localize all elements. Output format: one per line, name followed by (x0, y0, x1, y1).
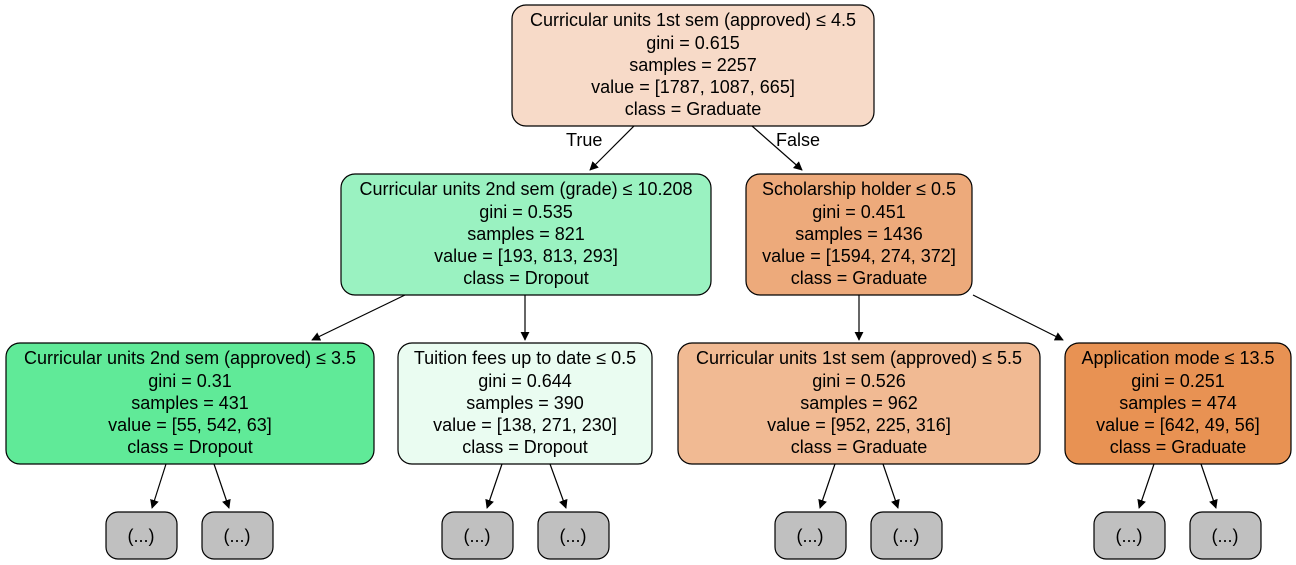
edge-root-to-right (751, 125, 803, 171)
tree-node-tuition-fees: Tuition fees up to date ≤ 0.5 gini = 0.6… (397, 342, 653, 465)
node-class-text: class = Dropout (127, 437, 253, 457)
truncated-node: (...) (201, 511, 274, 560)
edge-root-to-left (589, 125, 635, 171)
truncated-node-label: (...) (464, 526, 491, 546)
truncated-node-label: (...) (1116, 526, 1143, 546)
tree-node-scholarship-holder: Scholarship holder ≤ 0.5 gini = 0.451 sa… (745, 173, 973, 296)
truncated-leaves: (...) (...) (...) (...) (...) (...) (...… (105, 511, 1262, 560)
node-gini-text: gini = 0.526 (812, 371, 906, 391)
node-class-text: class = Dropout (463, 268, 589, 288)
truncated-node-box (201, 511, 274, 560)
node-gini-text: gini = 0.644 (478, 371, 572, 391)
truncated-node-box (441, 511, 514, 560)
node-class-text: class = Graduate (1110, 437, 1247, 457)
edge-n2-to-n6 (972, 294, 1064, 341)
truncated-node: (...) (1189, 511, 1262, 560)
edge-n6-to-leaf (1137, 463, 1155, 509)
node-box (511, 4, 875, 127)
tree-node-curricular-2nd-grade: Curricular units 2nd sem (grade) ≤ 10.20… (340, 173, 712, 296)
node-gini-text: gini = 0.251 (1131, 371, 1225, 391)
node-box (677, 342, 1041, 465)
node-class-text: class = Graduate (791, 437, 928, 457)
truncated-node-label: (...) (797, 526, 824, 546)
node-split-text: Curricular units 2nd sem (grade) ≤ 10.20… (359, 179, 692, 199)
node-box (397, 342, 653, 465)
edge-n3-to-leaf (213, 463, 231, 509)
node-samples-text: samples = 821 (467, 224, 585, 244)
node-gini-text: gini = 0.451 (812, 202, 906, 222)
node-split-text: Tuition fees up to date ≤ 0.5 (414, 348, 636, 368)
node-class-text: class = Graduate (625, 99, 762, 119)
edge-label-true: True (566, 130, 602, 150)
truncated-node-box (1093, 511, 1166, 560)
truncated-node-label: (...) (128, 526, 155, 546)
truncated-node: (...) (774, 511, 847, 560)
edge-n5-to-leaf (882, 463, 900, 509)
node-value-text: value = [138, 271, 230] (433, 415, 617, 435)
node-samples-text: samples = 1436 (795, 224, 923, 244)
truncated-node-box (105, 511, 178, 560)
node-samples-text: samples = 390 (466, 393, 584, 413)
truncated-node-label: (...) (1212, 526, 1239, 546)
node-value-text: value = [1787, 1087, 665] (591, 77, 795, 97)
truncated-node-label: (...) (893, 526, 920, 546)
node-split-text: Curricular units 1st sem (approved) ≤ 5.… (696, 348, 1022, 368)
node-samples-text: samples = 2257 (629, 55, 757, 75)
truncated-node-box (1189, 511, 1262, 560)
truncated-node-box (870, 511, 943, 560)
node-split-text: Scholarship holder ≤ 0.5 (762, 179, 956, 199)
node-split-text: Curricular units 1st sem (approved) ≤ 4.… (530, 10, 856, 30)
node-value-text: value = [193, 813, 293] (434, 246, 618, 266)
edge-n4-to-leaf (485, 463, 503, 509)
truncated-node: (...) (441, 511, 514, 560)
node-samples-text: samples = 431 (131, 393, 249, 413)
edge-label-false: False (776, 130, 820, 150)
edge-n4-to-leaf (549, 463, 568, 509)
edge-n6-to-leaf (1200, 463, 1218, 509)
truncated-node: (...) (870, 511, 943, 560)
truncated-node: (...) (105, 511, 178, 560)
truncated-node-box (537, 511, 610, 560)
node-value-text: value = [1594, 274, 372] (762, 246, 956, 266)
node-box (340, 173, 712, 296)
edge-n3-to-leaf (150, 463, 167, 509)
node-value-text: value = [642, 49, 56] (1096, 415, 1260, 435)
node-class-text: class = Graduate (791, 268, 928, 288)
tree-node-curricular-1st-approved: Curricular units 1st sem (approved) ≤ 5.… (677, 342, 1041, 465)
node-box (745, 173, 973, 296)
node-samples-text: samples = 474 (1119, 393, 1237, 413)
node-samples-text: samples = 962 (800, 393, 918, 413)
tree-node-application-mode: Application mode ≤ 13.5 gini = 0.251 sam… (1064, 342, 1292, 465)
node-box (1064, 342, 1292, 465)
edge-n5-to-leaf (818, 463, 836, 509)
truncated-node: (...) (537, 511, 610, 560)
truncated-node-label: (...) (560, 526, 587, 546)
truncated-node: (...) (1093, 511, 1166, 560)
node-value-text: value = [55, 542, 63] (108, 415, 272, 435)
truncated-node-box (774, 511, 847, 560)
edges (150, 125, 1218, 509)
node-gini-text: gini = 0.31 (148, 371, 232, 391)
node-gini-text: gini = 0.535 (479, 202, 573, 222)
node-value-text: value = [952, 225, 316] (767, 415, 951, 435)
tree-node-curricular-2nd-approved: Curricular units 2nd sem (approved) ≤ 3.… (5, 342, 375, 465)
truncated-node-label: (...) (224, 526, 251, 546)
node-gini-text: gini = 0.615 (646, 33, 740, 53)
node-split-text: Curricular units 2nd sem (approved) ≤ 3.… (24, 348, 356, 368)
node-box (5, 342, 375, 465)
tree-node-root: Curricular units 1st sem (approved) ≤ 4.… (511, 4, 875, 127)
node-split-text: Application mode ≤ 13.5 (1082, 348, 1275, 368)
node-class-text: class = Dropout (462, 437, 588, 457)
edge-n1-to-n3 (311, 294, 406, 341)
